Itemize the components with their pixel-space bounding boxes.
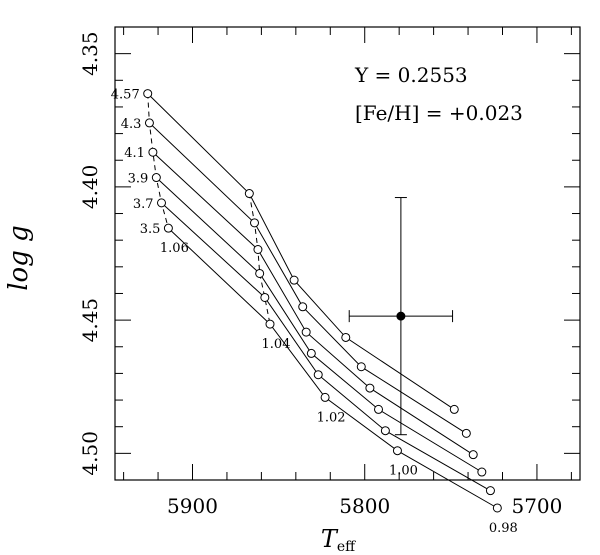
model-point — [260, 292, 270, 302]
mass-label: 0.98 — [489, 521, 518, 536]
y-tick-label: 4.45 — [78, 298, 102, 343]
age-label: 3.7 — [133, 197, 154, 212]
mass-tracks — [147, 93, 498, 509]
model-point — [163, 223, 173, 233]
plot-frame — [114, 26, 581, 481]
x-axis-label-sub: eff — [337, 539, 356, 555]
x-tick-label: 5800 — [339, 494, 390, 518]
model-point — [151, 173, 161, 183]
model-point — [250, 218, 259, 228]
model-point — [255, 268, 265, 278]
model-point — [485, 486, 495, 496]
annotation-helium: Y = 0.2553 — [354, 63, 468, 87]
model-point — [341, 332, 351, 342]
model-point — [157, 198, 166, 208]
model-point — [244, 189, 254, 199]
model-point — [298, 302, 308, 312]
model-point — [301, 327, 311, 337]
isochrone-line — [248, 193, 271, 325]
model-point — [144, 118, 154, 128]
mass-label: 1.04 — [262, 337, 291, 352]
y-tick-label: 4.40 — [78, 165, 102, 210]
model-point — [380, 426, 390, 436]
x-axis-label: Teff — [321, 525, 356, 555]
x-tick-label: 5700 — [511, 494, 562, 518]
model-point — [374, 404, 383, 414]
y-tick-label: 4.50 — [78, 431, 102, 476]
model-point — [461, 428, 471, 438]
y-tick-label: 4.35 — [78, 31, 102, 76]
model-point — [492, 503, 502, 513]
mass-label: 1.00 — [389, 464, 418, 479]
x-axis-label-main: T — [321, 525, 339, 553]
model-point — [356, 362, 366, 372]
x-tick-label: 5900 — [167, 494, 218, 518]
model-point — [468, 450, 478, 460]
observed-point — [396, 311, 406, 321]
age-label: 3.5 — [140, 222, 161, 237]
y-axis-label: log g — [4, 225, 34, 291]
curve-labels: 4.57 4.3 4.1 3.9 3.7 3.5 1.06 1.04 1.02 1.00 0.98 — [111, 88, 518, 536]
model-point — [253, 245, 263, 255]
model-point — [477, 467, 487, 477]
mass-label: 1.02 — [317, 410, 346, 425]
age-label: 4.1 — [124, 146, 145, 161]
model-point — [306, 348, 316, 358]
observation — [348, 197, 454, 436]
model-point — [365, 383, 375, 393]
isochrones — [147, 93, 271, 325]
mass-track-line — [155, 177, 483, 473]
model-point — [392, 446, 402, 456]
annotation-metallicity: [Fe/H] = +0.023 — [355, 101, 523, 125]
mass-track-line — [149, 122, 467, 434]
model-point — [148, 147, 158, 157]
axis-ticks: 5900 5800 5700 4.35 4.40 4.45 4.50 — [78, 27, 580, 518]
mass-label: 1.06 — [160, 241, 189, 256]
model-points — [143, 89, 502, 513]
age-label: 4.57 — [111, 88, 140, 103]
model-point — [265, 319, 275, 329]
model-point — [449, 404, 459, 414]
mass-track-line — [152, 151, 474, 456]
age-label: 3.9 — [128, 172, 149, 187]
age-label: 4.3 — [121, 117, 142, 132]
model-point — [313, 370, 323, 380]
model-point — [289, 275, 299, 285]
model-point — [143, 89, 153, 99]
model-point — [320, 392, 330, 402]
